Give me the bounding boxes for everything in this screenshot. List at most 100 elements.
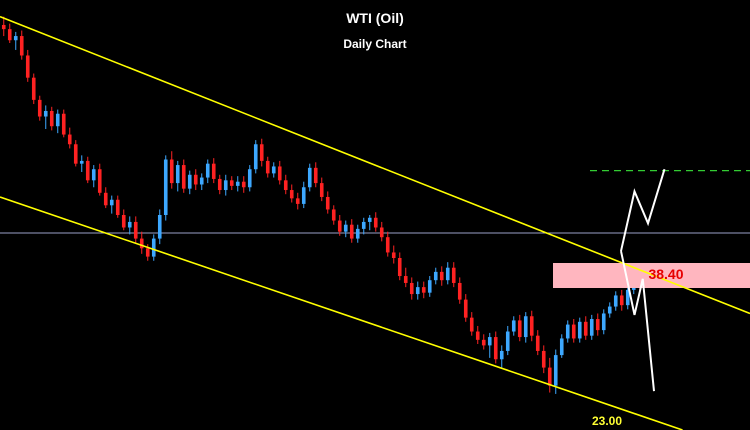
candle-body — [25, 55, 30, 78]
target-level-label: 23.00 — [592, 414, 623, 428]
candle — [427, 276, 432, 297]
candle-body — [277, 166, 282, 181]
candle-body — [451, 267, 456, 283]
candle — [403, 267, 408, 288]
candle-body — [391, 252, 396, 258]
candle-body — [223, 180, 228, 191]
chart-title: WTI (Oil) — [346, 10, 404, 26]
candle — [589, 314, 594, 340]
candle-body — [253, 144, 258, 170]
candle-body — [601, 313, 606, 331]
candle — [1, 16, 6, 37]
candle — [295, 192, 300, 210]
candle — [445, 262, 450, 285]
candle — [307, 163, 312, 192]
candle — [361, 217, 366, 235]
candle-body — [583, 321, 588, 336]
candle-body — [151, 238, 156, 257]
candle-body — [529, 316, 534, 336]
candle — [91, 165, 96, 188]
candle — [343, 220, 348, 238]
candle — [469, 312, 474, 336]
candle — [169, 151, 174, 189]
candle — [373, 212, 378, 232]
candle-body — [163, 159, 168, 215]
candle — [85, 156, 90, 184]
candle — [199, 173, 204, 191]
candle-body — [259, 144, 264, 161]
candle — [457, 277, 462, 304]
candle-body — [265, 160, 270, 174]
candle-body — [157, 215, 162, 239]
projection-up-path — [620, 168, 666, 252]
candle — [619, 289, 624, 311]
candle-body — [409, 282, 414, 295]
candle — [265, 156, 270, 178]
candle-body — [313, 167, 318, 184]
candle-body — [319, 183, 324, 197]
candle — [163, 155, 168, 221]
candle — [601, 309, 606, 335]
channel-lower-line — [0, 196, 683, 430]
candle — [127, 216, 132, 235]
candle-body — [559, 338, 564, 356]
candle-body — [37, 99, 42, 117]
candle-body — [517, 320, 522, 338]
candle — [523, 312, 528, 343]
candle-body — [133, 221, 138, 239]
candle — [235, 176, 240, 192]
resistance-zone — [553, 263, 750, 288]
candle — [337, 215, 342, 236]
candle — [133, 216, 138, 243]
candle — [481, 334, 486, 350]
candle-body — [193, 174, 198, 185]
candle — [247, 165, 252, 192]
candle — [205, 159, 210, 184]
candle-body — [523, 316, 528, 338]
candle-body — [355, 228, 360, 239]
candle — [541, 345, 546, 374]
candle-body — [613, 295, 618, 307]
candle-body — [427, 280, 432, 293]
candle-body — [403, 276, 408, 283]
candle — [181, 159, 186, 193]
candle-body — [7, 29, 12, 41]
candle-body — [1, 24, 6, 30]
candle-body — [235, 181, 240, 186]
candle — [55, 109, 60, 134]
candle — [31, 73, 36, 105]
candle — [7, 23, 12, 43]
candle-body — [97, 169, 102, 193]
candle — [187, 170, 192, 195]
candle — [175, 160, 180, 192]
candle-body — [73, 144, 78, 164]
candle-body — [349, 224, 354, 239]
candle-body — [289, 190, 294, 199]
candle-body — [127, 221, 132, 228]
candle — [331, 205, 336, 225]
candle — [103, 187, 108, 209]
candle — [607, 302, 612, 318]
candle-body — [61, 113, 66, 135]
candle-body — [373, 217, 378, 228]
candle-body — [439, 271, 444, 281]
candle — [109, 195, 114, 214]
candle-body — [229, 180, 234, 186]
candle — [379, 221, 384, 242]
candle — [325, 191, 330, 214]
candle — [115, 195, 120, 218]
candle — [67, 127, 72, 149]
candle — [571, 319, 576, 343]
candle — [391, 245, 396, 264]
candle-body — [433, 271, 438, 281]
channel-upper-line — [0, 15, 750, 315]
candle — [223, 174, 228, 196]
candle-body — [463, 299, 468, 318]
candle — [259, 138, 264, 167]
candle — [49, 106, 54, 131]
candle — [463, 294, 468, 322]
resistance-level-label: 38.40 — [648, 266, 684, 282]
candle-body — [553, 355, 558, 386]
candle-body — [283, 180, 288, 191]
